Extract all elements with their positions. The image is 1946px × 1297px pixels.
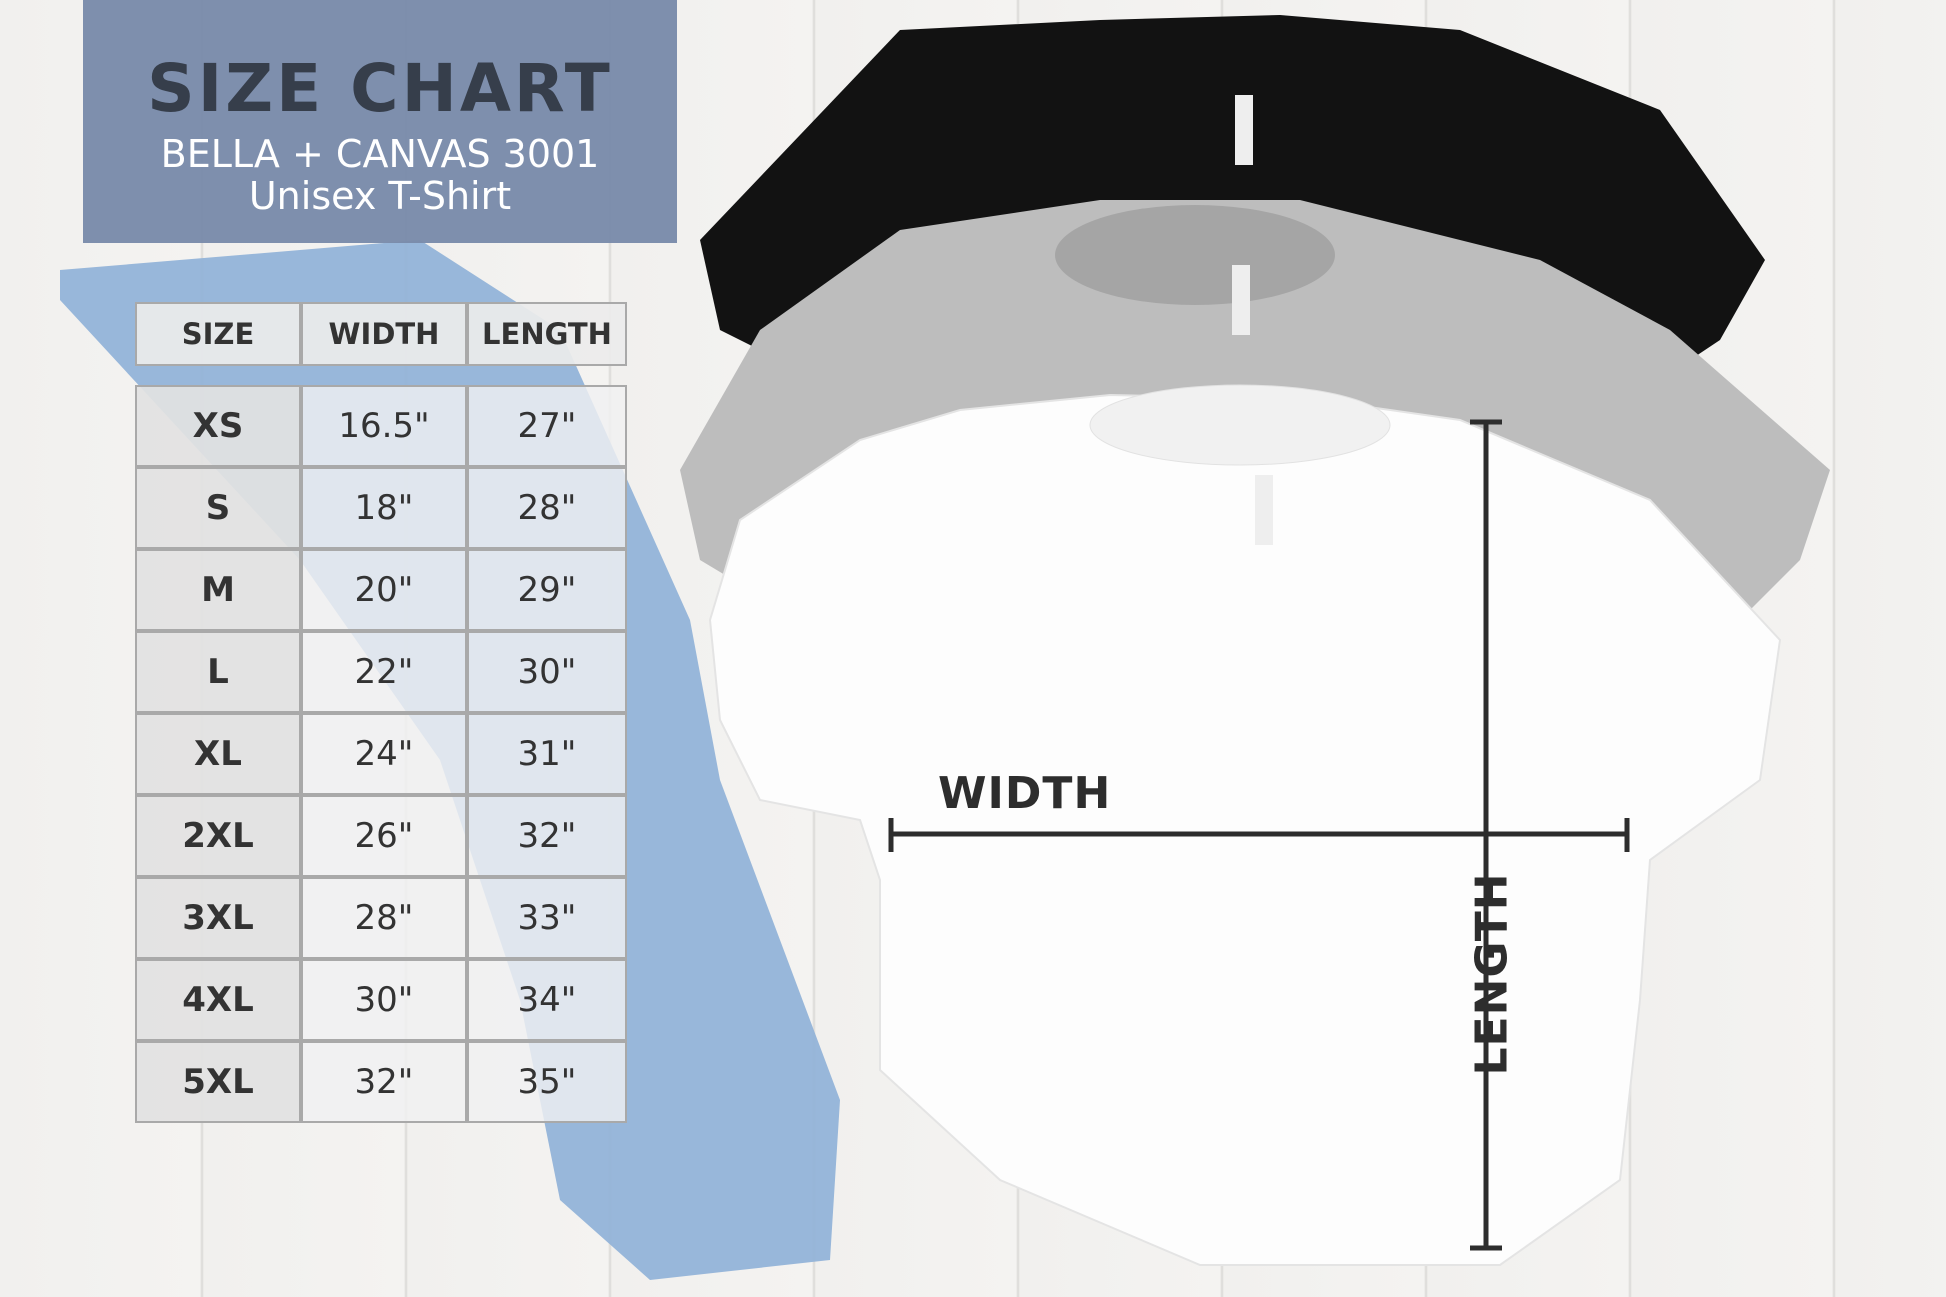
- white-shirt: [708, 393, 1782, 1266]
- shirt-tag: [1232, 265, 1250, 335]
- cell-size: 2XL: [135, 795, 301, 877]
- cell-length: 33": [467, 877, 627, 959]
- cell-size: XS: [135, 385, 301, 467]
- cell-length: 28": [467, 467, 627, 549]
- table-row: 5XL 32" 35": [135, 1041, 627, 1123]
- width-line: [888, 818, 1630, 852]
- cell-size: XL: [135, 713, 301, 795]
- cell-length: 32": [467, 795, 627, 877]
- cell-size: 5XL: [135, 1041, 301, 1123]
- cell-size: S: [135, 467, 301, 549]
- cell-length: 30": [467, 631, 627, 713]
- cell-width: 32": [301, 1041, 467, 1123]
- product-type: Unisex T-Shirt: [248, 174, 512, 218]
- table-row: S 18" 28": [135, 467, 627, 549]
- column-header-size: SIZE: [135, 302, 301, 366]
- cell-width: 24": [301, 713, 467, 795]
- cell-width: 26": [301, 795, 467, 877]
- cell-length: 31": [467, 713, 627, 795]
- cell-size: 4XL: [135, 959, 301, 1041]
- cell-width: 30": [301, 959, 467, 1041]
- cell-size: 3XL: [135, 877, 301, 959]
- cell-size: L: [135, 631, 301, 713]
- cell-width: 22": [301, 631, 467, 713]
- page-title: SIZE CHART: [147, 50, 613, 127]
- table-row: XS 16.5" 27": [135, 385, 627, 467]
- cell-length: 29": [467, 549, 627, 631]
- cell-length: 27": [467, 385, 627, 467]
- size-chart-header: SIZE CHART BELLA + CANVAS 3001 Unisex T-…: [83, 0, 677, 243]
- brand-model: BELLA + CANVAS 3001: [160, 132, 600, 176]
- width-label: WIDTH: [938, 768, 1112, 819]
- length-label: LENGTH: [1466, 872, 1518, 1076]
- table-row: L 22" 30": [135, 631, 627, 713]
- cell-width: 20": [301, 549, 467, 631]
- cell-length: 35": [467, 1041, 627, 1123]
- length-line: [1470, 419, 1502, 1251]
- table-row: 4XL 30" 34": [135, 959, 627, 1041]
- column-header-length: LENGTH: [467, 302, 627, 366]
- table-row: 3XL 28" 33": [135, 877, 627, 959]
- cell-width: 16.5": [301, 385, 467, 467]
- column-header-width: WIDTH: [301, 302, 467, 366]
- cell-width: 28": [301, 877, 467, 959]
- table-row: M 20" 29": [135, 549, 627, 631]
- cell-width: 18": [301, 467, 467, 549]
- shirt-tag: [1255, 475, 1273, 545]
- table-row: 2XL 26" 32": [135, 795, 627, 877]
- size-table-header: SIZE WIDTH LENGTH: [135, 302, 627, 366]
- table-row: XL 24" 31": [135, 713, 627, 795]
- shirt-tag: [1235, 95, 1253, 165]
- size-table: XS 16.5" 27" S 18" 28" M 20" 29" L 22" 30" XL 24" 31" 2…: [135, 385, 627, 1123]
- cell-size: M: [135, 549, 301, 631]
- cell-length: 34": [467, 959, 627, 1041]
